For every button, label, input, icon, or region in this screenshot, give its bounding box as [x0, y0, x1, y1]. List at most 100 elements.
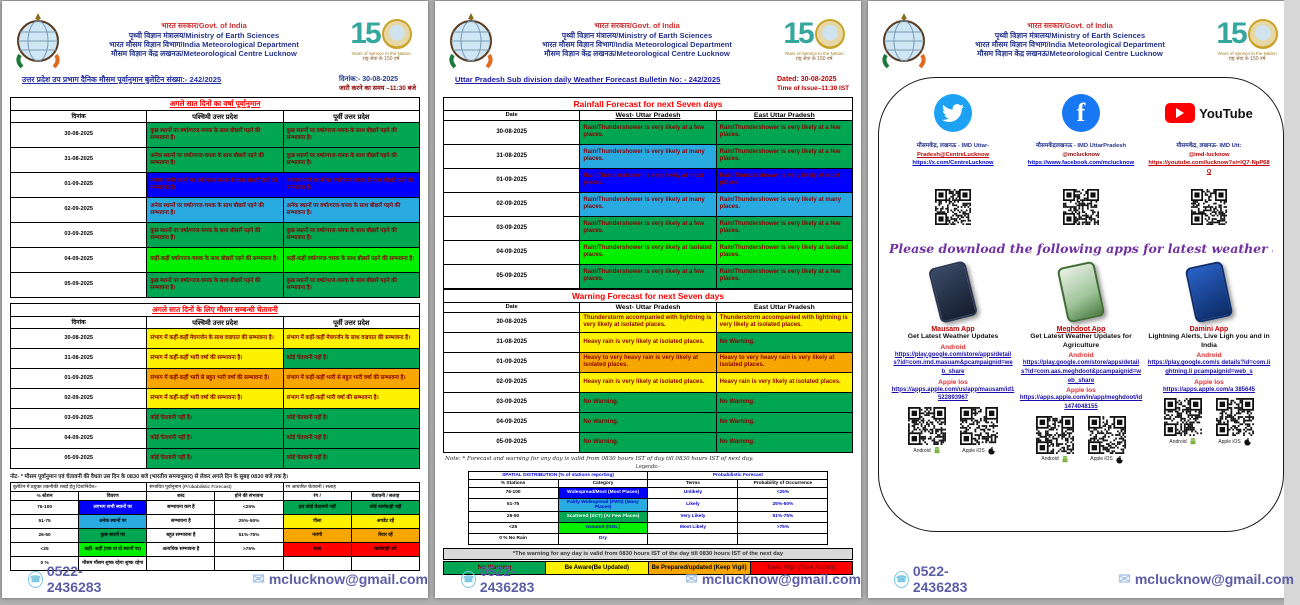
col-header-west: पश्चिमी उत्तर प्रदेश: [146, 315, 284, 329]
facebook-url[interactable]: https://www.facebook.com/mclucknow: [1027, 160, 1135, 167]
c0-cell: <25: [9, 541, 80, 557]
west-cell: संभाग में कहीं-कहीं मेघगर्जन के साथ वज्र…: [146, 327, 284, 349]
apple-logo-icon: [988, 446, 996, 455]
youtube-account-name: मौसमकेंद्र, लखनऊ- IMD Utt:: [1176, 143, 1242, 149]
c1-cell: अनेक स्थानों पर: [78, 513, 148, 529]
table-row: 02-09-2025 संभाग में कहीं-कहीं भारी वर्षा…: [9, 387, 421, 409]
facebook-handle[interactable]: @mclucknow: [1062, 151, 1100, 158]
apple-logo-icon: [1116, 455, 1124, 464]
west-cell: लगभग सभी स्थानों पर वर्षा/गरज-चमक के साथ…: [146, 171, 284, 198]
logo-150-caption-en: Years of Service to the Nation: [784, 50, 844, 56]
logo-150-years: 15 Years of Service to the Nation राष्ट्…: [344, 16, 418, 62]
west-cell: Heavy rain is very likely at isolated pl…: [579, 331, 717, 353]
c1-cell: मौसम मौसम शुष्क रहेगा शुष्क रहेगा: [78, 555, 148, 571]
c5-cell: [350, 555, 421, 571]
col-header-west: West- Uttar Pradesh: [579, 301, 717, 313]
c3-cell: >75%: [737, 521, 829, 534]
mausam-android-link[interactable]: https://play.google.com/store/apps/detai…: [893, 351, 1013, 375]
mausam-android-qr-code: [908, 407, 946, 446]
imd-logo-icon: [882, 13, 926, 69]
apple-logo-icon: [1244, 438, 1252, 447]
date-cell: 02-09-2025: [442, 191, 581, 217]
east-cell: No Warning.: [715, 331, 854, 353]
date-cell: 04-09-2025: [9, 246, 148, 273]
android-label: Android: [1196, 352, 1222, 360]
android-label: Android: [940, 343, 966, 351]
qr-android-caption: Android: [913, 447, 931, 454]
east-cell: कुछ स्थानों पर वर्षा/गरज-चमक के साथ बौछा…: [282, 146, 421, 173]
west-cell: कोई चेतावनी नहीं है।: [146, 447, 284, 469]
table-row: <25 Isolated (ISOL) Most Likely >75%: [467, 521, 829, 534]
table-row: 51-75 अनेक स्थानों पर सम्भावना है 25%-50% पी…: [9, 513, 421, 529]
table-row: 76-100 Widespread/Most (Most Places) Unlik…: [467, 486, 829, 499]
date-cell: 30-08-2025: [442, 119, 581, 145]
twitter-handle[interactable]: Pradesh@CentreLucknow: [916, 151, 989, 158]
mausam-ios-link[interactable]: https://apps.apple.com/us/app/mausam/id1…: [891, 386, 1015, 402]
c2-cell: सम्भावना है: [146, 513, 216, 529]
east-cell: कहीं-कहीं वर्षा/गरज-चमक के साथ बौछारें प…: [282, 246, 421, 273]
legend-col-category: Category: [557, 478, 649, 488]
west-cell: संभाग में कहीं-कहीं भारी वर्षा की सम्भाव…: [146, 347, 284, 369]
warning-level-bar: No Warning Be Aware(Be Updated) Be Prepa…: [443, 560, 853, 575]
east-cell: कुछ स्थानों पर वर्षा/गरज-चमक के साथ बौछा…: [282, 271, 421, 298]
east-cell: No Warning.: [715, 431, 854, 453]
east-cell: No Warning.: [715, 411, 854, 433]
youtube-icon[interactable]: YouTube: [1165, 103, 1253, 123]
twitter-icon[interactable]: [934, 94, 972, 132]
meghdoot-ios-link[interactable]: https://apps.apple.com/in/app/meghdoot/i…: [1019, 395, 1143, 411]
logo-150-years: 15 Years of Service to the Nation राष्ट्…: [777, 18, 851, 62]
rain-table-title: Rainfall Forecast for next Seven days: [443, 96, 853, 111]
social-apps-panel: f YouTube मौसमकेंद्र, लखनऊ - IMD Uttar- …: [878, 77, 1284, 532]
footer-phone: 0522-2436283: [912, 563, 968, 595]
c5-cell: तैयार रहें: [350, 527, 421, 543]
east-cell: अनेक स्थानों पर वर्षा/गरज-चमक के साथ बौछ…: [282, 196, 421, 223]
table-row: 26-50 कुछ स्थानों पर बहुत सम्भावना है 51%-7…: [9, 527, 421, 543]
date-cell: 31-08-2025: [9, 146, 148, 173]
logo-150-caption-hi: राष्ट्र सेवा के 150 वर्ष: [795, 55, 833, 62]
table-row: 31-08-2025 Rain/Thundershower is very lik…: [442, 143, 854, 169]
bulletin-title-row: Uttar Pradesh Sub division daily Weather…: [443, 73, 853, 97]
logo-150-digits: 15: [350, 16, 381, 50]
table-row: 03-09-2025 Rain/Thundershower is very lik…: [442, 215, 854, 241]
youtube-url[interactable]: https://youtube.com/lucknow?si=IQ7-NpP68…: [1148, 160, 1270, 176]
date-cell: 04-09-2025: [442, 239, 581, 265]
damini-app-name: Damini App: [1189, 325, 1229, 333]
east-cell: कोई चेतावनी नहीं है।: [282, 347, 421, 369]
c2-cell: सम्भावना कम है: [146, 499, 216, 515]
android-robot-icon: [1190, 438, 1196, 445]
c1-cell: Dry: [557, 532, 649, 545]
c0-cell: 51-75: [9, 513, 80, 529]
col-header-east: East Uttar Pradesh: [715, 301, 854, 313]
east-cell: कुछ स्थानों पर वर्षा/गरज-चमक के साथ बौछा…: [282, 121, 421, 148]
table-row: 30-08-2025 Thunderstorm accompanied with …: [442, 311, 854, 333]
legend-group-spatial: SPATIAL DISTRIBUTION (% of stations repo…: [467, 470, 649, 480]
date-cell: 31-08-2025: [9, 347, 148, 369]
youtube-handle[interactable]: @imd-lucknow: [1188, 151, 1230, 158]
warning-forecast-table-en: Warning Forecast for next Seven days Dat…: [442, 288, 854, 453]
gov-header: भारत सरकार/Govt. of India पृथ्वी विज्ञान…: [876, 9, 1286, 73]
east-cell: Rain/Thundershower is very likely at iso…: [715, 239, 854, 265]
twitter-url[interactable]: https://x.com/CentreLucknow: [912, 160, 994, 167]
table-row: 04-09-2025 Rain/Thundershower is very lik…: [442, 239, 854, 265]
east-cell: Rain/Thundershower is very likely at mos…: [715, 167, 854, 193]
west-cell: अनेक स्थानों पर वर्षा/गरज-चमक के साथ बौछ…: [146, 146, 284, 173]
c2-cell: [647, 532, 739, 545]
table-row: 31-08-2025 Heavy rain is very likely at i…: [442, 331, 854, 353]
damini-app-desc: Lightning Alerts, Live Ligh you and in I…: [1148, 332, 1270, 349]
west-cell: Heavy rain is very likely at isolated pl…: [579, 371, 717, 393]
viewer-right-gutter[interactable]: [1284, 0, 1300, 605]
table-row: 04-09-2025 कोई चेतावनी नहीं है। कोई चेतावन…: [9, 427, 421, 449]
footer-email: mclucknow@gmail.com: [268, 571, 428, 587]
facebook-icon[interactable]: f: [1062, 94, 1100, 132]
date-cell: 02-09-2025: [9, 387, 148, 409]
damini-ios-link[interactable]: https://apps.apple.com/a 385645: [1162, 386, 1256, 393]
damini-android-link[interactable]: https://play.google.com/s details?id=com…: [1147, 360, 1271, 376]
rain-forecast-table-en: Rainfall Forecast for next Seven days Da…: [442, 96, 854, 289]
table-row: 0 % मौसम मौसम शुष्क रहेगा शुष्क रहेगा: [9, 555, 421, 571]
date-cell: 03-09-2025: [442, 391, 581, 413]
c5-cell: अपडेट रहें: [350, 513, 421, 529]
table-row: 05-09-2025 कुछ स्थानों पर वर्षा/गरज-चमक क…: [9, 271, 421, 298]
meghdoot-android-link[interactable]: https://play.google.com/store/apps/detai…: [1020, 360, 1142, 384]
phone-icon: ☎: [894, 570, 909, 588]
